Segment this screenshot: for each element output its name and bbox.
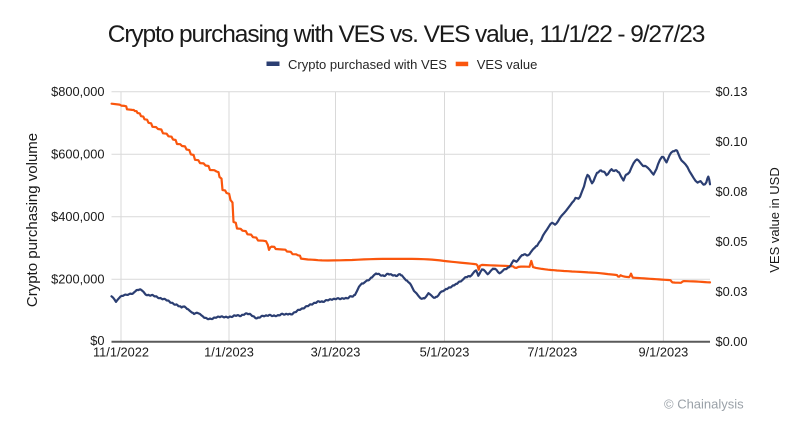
svg-text:Crypto purchasing volume: Crypto purchasing volume xyxy=(24,133,41,307)
svg-text:11/1/2022: 11/1/2022 xyxy=(93,345,149,360)
svg-text:$0.00: $0.00 xyxy=(716,334,748,349)
svg-text:VES value in USD: VES value in USD xyxy=(767,167,782,273)
svg-text:$0.10: $0.10 xyxy=(716,134,748,149)
svg-text:7/1/2023: 7/1/2023 xyxy=(527,345,577,360)
svg-text:$0: $0 xyxy=(90,333,104,348)
svg-text:© Chainalysis: © Chainalysis xyxy=(664,397,744,412)
svg-text:9/1/2023: 9/1/2023 xyxy=(638,345,688,360)
svg-text:$600,000: $600,000 xyxy=(51,146,104,161)
svg-text:$400,000: $400,000 xyxy=(51,209,104,224)
svg-text:$200,000: $200,000 xyxy=(51,271,104,286)
svg-text:$0.05: $0.05 xyxy=(716,234,748,249)
svg-text:5/1/2023: 5/1/2023 xyxy=(420,345,470,360)
svg-text:$0.03: $0.03 xyxy=(716,284,748,299)
svg-text:3/1/2023: 3/1/2023 xyxy=(311,345,361,360)
svg-text:1/1/2023: 1/1/2023 xyxy=(204,345,254,360)
svg-text:$800,000: $800,000 xyxy=(51,84,104,99)
svg-text:Crypto purchased with VES: Crypto purchased with VES xyxy=(288,57,447,72)
svg-text:Crypto purchasing with VES vs.: Crypto purchasing with VES vs. VES value… xyxy=(108,21,705,48)
svg-text:$0.13: $0.13 xyxy=(716,84,748,99)
svg-text:$0.08: $0.08 xyxy=(716,184,748,199)
svg-text:VES value: VES value xyxy=(477,57,538,72)
